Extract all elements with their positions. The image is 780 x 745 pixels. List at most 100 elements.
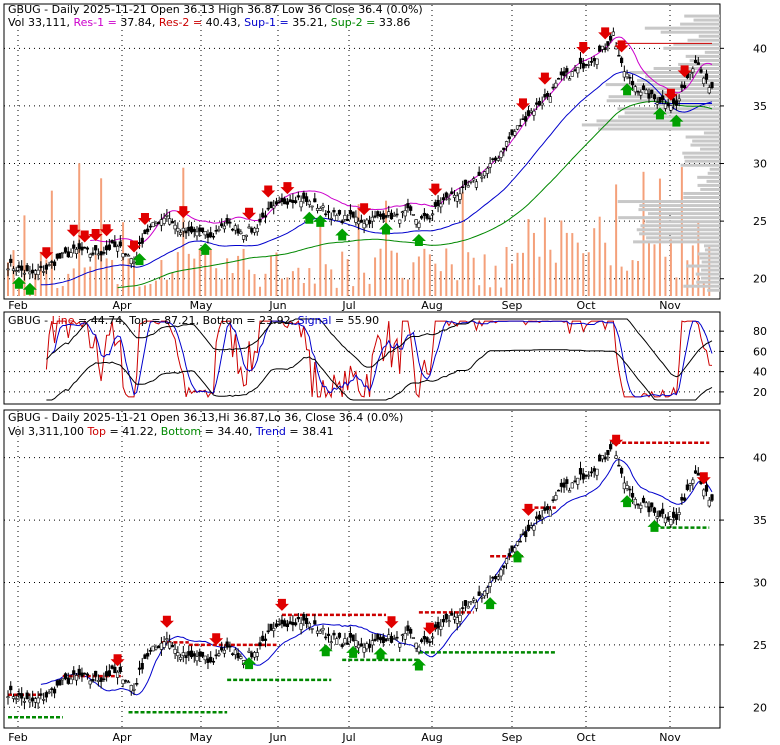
candle-body (529, 110, 533, 113)
buy-arrow (11, 276, 26, 289)
volume-bar (352, 286, 355, 296)
profile-bar (636, 228, 720, 232)
candle-body (655, 102, 659, 105)
candle-body (337, 210, 342, 215)
trend-panel-frame (3, 409, 721, 729)
sell-arrow (357, 203, 372, 216)
candle-body (666, 102, 670, 107)
candle-body (162, 641, 166, 648)
candle-body (422, 636, 426, 640)
candle-body (20, 265, 24, 271)
candle-body (332, 632, 336, 636)
candle-body (285, 623, 290, 627)
profile-bar (655, 103, 720, 107)
candle-body (157, 221, 161, 225)
candle-body (181, 652, 185, 656)
volume-bar (133, 266, 136, 296)
candle-body (80, 672, 84, 677)
candle-body (192, 653, 196, 657)
candle-body (395, 636, 399, 639)
candle-body (266, 630, 270, 633)
candle-body (261, 635, 265, 641)
sell-arrow (137, 213, 152, 226)
candle-body (17, 692, 21, 696)
candle-body (630, 80, 635, 86)
candle-body (247, 226, 251, 229)
volume-bar (576, 242, 579, 296)
candle-body (699, 69, 703, 73)
candle-body (288, 621, 292, 625)
candle-body (384, 638, 388, 642)
candle-body (630, 492, 635, 498)
volume-bar (609, 265, 612, 296)
candle-body (663, 517, 668, 524)
x-tick-label: Jul (341, 299, 355, 312)
profile-bar (636, 79, 720, 83)
candle-body (644, 502, 648, 508)
price-candles (6, 27, 714, 281)
candle-body (126, 254, 131, 257)
buy-arrow (411, 658, 426, 671)
candle-body (521, 118, 525, 120)
candle-body (652, 94, 657, 100)
candle-body (195, 656, 199, 662)
buy-arrow (22, 282, 37, 295)
candle-body (400, 211, 405, 213)
candle-body (165, 638, 169, 641)
volume-bar (598, 216, 601, 296)
volume-bar (374, 257, 377, 296)
profile-bar (673, 42, 720, 46)
candle-body (576, 66, 580, 74)
x-tick-label: Nov (659, 731, 681, 744)
candle-body (672, 511, 676, 518)
candle-body (658, 96, 662, 103)
candle-body (198, 227, 202, 232)
candle-body (458, 615, 462, 622)
candle-body (25, 265, 29, 272)
candle-body (398, 643, 402, 648)
volume-bar (702, 281, 705, 296)
candle-body (584, 63, 588, 66)
candle-body (318, 208, 322, 211)
candle-body (143, 654, 147, 659)
buy-arrow (483, 597, 498, 610)
candle-body (274, 623, 279, 627)
candle-body (414, 219, 418, 225)
volume-bar (593, 228, 596, 296)
candle-body (433, 202, 437, 207)
candle-body (677, 98, 681, 102)
signal-arrows (11, 27, 692, 295)
sell-arrow (176, 206, 191, 219)
candle-body (614, 455, 618, 459)
candle-body (628, 488, 632, 491)
candle-body (554, 495, 558, 501)
candle-body (189, 226, 194, 233)
candle-body (387, 634, 391, 639)
profile-bar (697, 175, 720, 179)
candle-body (417, 646, 421, 653)
candle-body (66, 251, 70, 258)
profile-bar (707, 288, 720, 292)
candle-body (274, 201, 279, 205)
candle-body (52, 688, 57, 694)
candle-body (589, 61, 594, 63)
candle-body (480, 596, 484, 599)
profile-bar (704, 248, 720, 252)
candle-body (228, 221, 232, 224)
volume-bar (390, 250, 393, 296)
candle-body (11, 696, 16, 699)
profile-bar (684, 159, 720, 163)
volume-bar (467, 252, 470, 296)
candle-body (400, 634, 405, 636)
x-tick-label: Apr (112, 299, 132, 312)
candle-body (99, 251, 103, 256)
candle-body (710, 82, 714, 88)
stochastic-lines (45, 318, 713, 401)
x-tick-label: May (190, 731, 213, 744)
candle-body (329, 217, 333, 220)
candle-body (414, 642, 418, 649)
candle-body (370, 216, 374, 222)
volume-bar (198, 248, 201, 296)
candle-body (600, 45, 605, 50)
x-tick-label: Jun (268, 299, 286, 312)
